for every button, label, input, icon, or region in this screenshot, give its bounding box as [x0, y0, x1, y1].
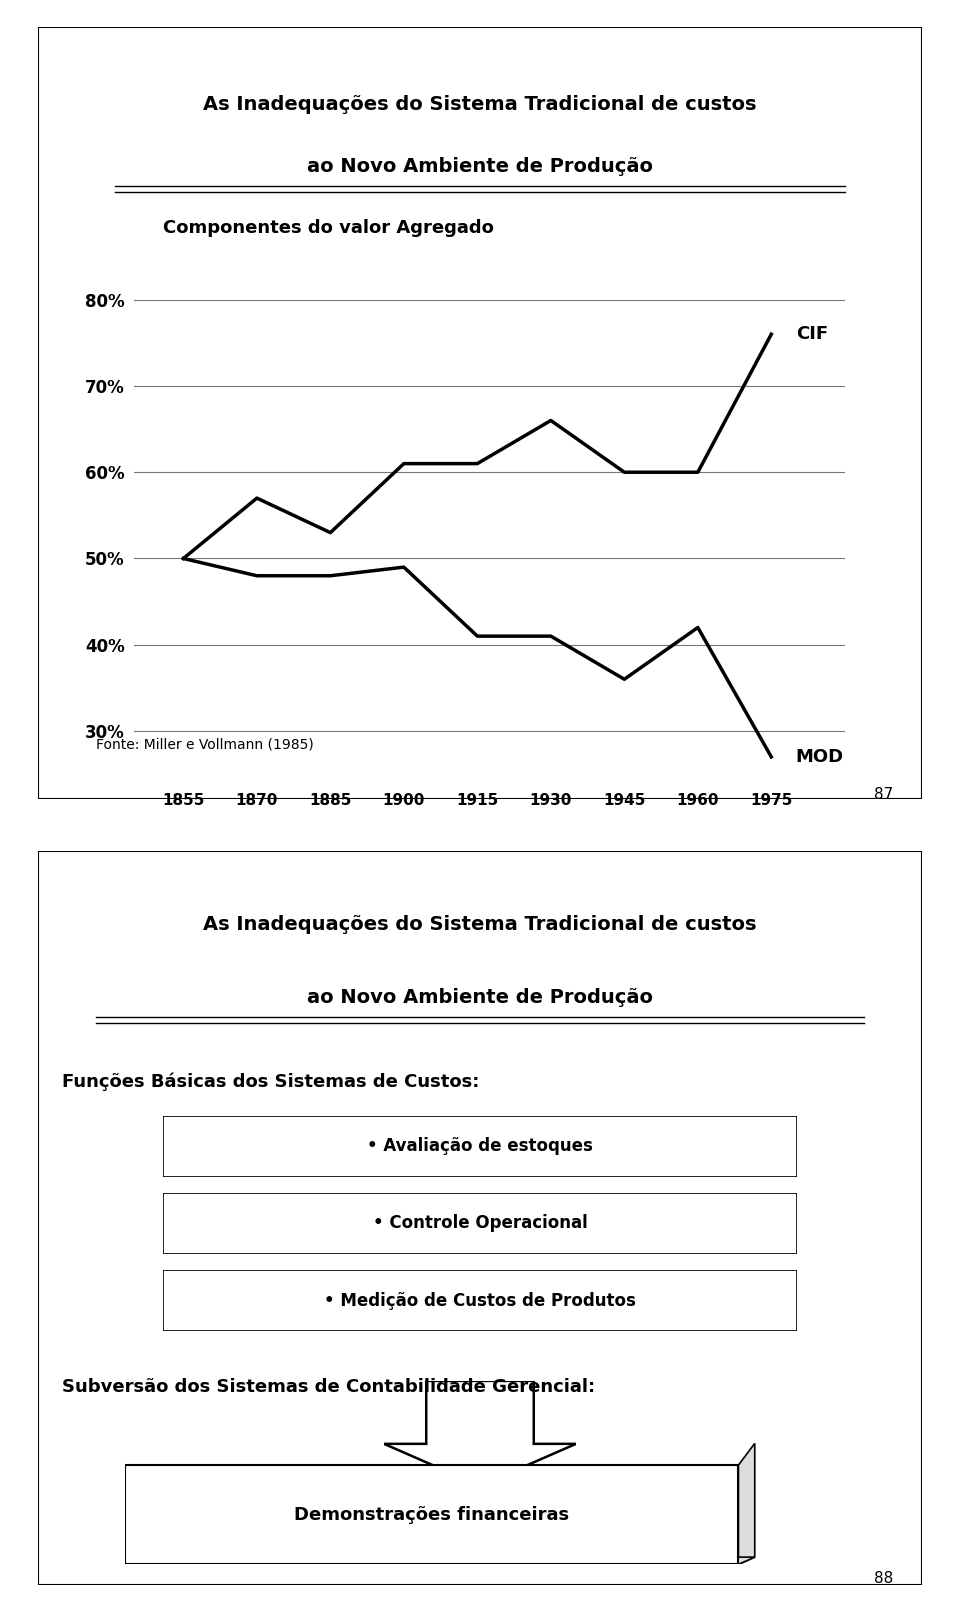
- Text: As Inadequações do Sistema Tradicional de custos: As Inadequações do Sistema Tradicional d…: [204, 915, 756, 933]
- Text: 88: 88: [874, 1570, 893, 1587]
- Text: • Controle Operacional: • Controle Operacional: [372, 1214, 588, 1233]
- FancyBboxPatch shape: [38, 851, 922, 1585]
- Text: Componentes do valor Agregado: Componentes do valor Agregado: [163, 220, 494, 237]
- FancyBboxPatch shape: [163, 1193, 797, 1254]
- Text: CIF: CIF: [796, 324, 828, 344]
- Text: • Avaliação de estoques: • Avaliação de estoques: [367, 1138, 593, 1156]
- Polygon shape: [125, 1466, 738, 1564]
- Text: 87: 87: [874, 786, 893, 802]
- FancyBboxPatch shape: [163, 1270, 797, 1332]
- Text: ao Novo Ambiente de Produção: ao Novo Ambiente de Produção: [307, 157, 653, 176]
- FancyBboxPatch shape: [163, 1115, 797, 1177]
- Text: • Medição de Custos de Produtos: • Medição de Custos de Produtos: [324, 1291, 636, 1309]
- FancyBboxPatch shape: [38, 27, 922, 799]
- Text: Funções Básicas dos Sistemas de Custos:: Funções Básicas dos Sistemas de Custos:: [62, 1073, 480, 1091]
- Text: Demonstrações financeiras: Demonstrações financeiras: [294, 1506, 569, 1524]
- Polygon shape: [738, 1443, 755, 1564]
- Text: ao Novo Ambiente de Produção: ao Novo Ambiente de Produção: [307, 988, 653, 1007]
- Polygon shape: [384, 1382, 576, 1486]
- Text: Subversão dos Sistemas de Contabilidade Gerencial:: Subversão dos Sistemas de Contabilidade …: [62, 1378, 595, 1396]
- Text: Fonte: Miller e Vollmann (1985): Fonte: Miller e Vollmann (1985): [96, 738, 314, 752]
- Text: MOD: MOD: [796, 747, 844, 767]
- Text: As Inadequações do Sistema Tradicional de custos: As Inadequações do Sistema Tradicional d…: [204, 95, 756, 115]
- Polygon shape: [125, 1558, 755, 1564]
